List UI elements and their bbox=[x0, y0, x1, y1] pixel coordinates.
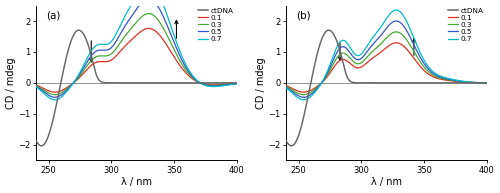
Text: (b): (b) bbox=[296, 10, 311, 20]
Y-axis label: CD / mdeg: CD / mdeg bbox=[6, 57, 16, 109]
X-axis label: λ / nm: λ / nm bbox=[121, 177, 152, 187]
Legend: ctDNA, 0.1, 0.3, 0.5, 0.7: ctDNA, 0.1, 0.3, 0.5, 0.7 bbox=[196, 6, 235, 44]
Text: (a): (a) bbox=[46, 10, 60, 20]
X-axis label: λ / nm: λ / nm bbox=[371, 177, 402, 187]
Legend: ctDNA, 0.1, 0.3, 0.5, 0.7: ctDNA, 0.1, 0.3, 0.5, 0.7 bbox=[446, 6, 485, 44]
Y-axis label: CD / mdeg: CD / mdeg bbox=[256, 57, 266, 109]
